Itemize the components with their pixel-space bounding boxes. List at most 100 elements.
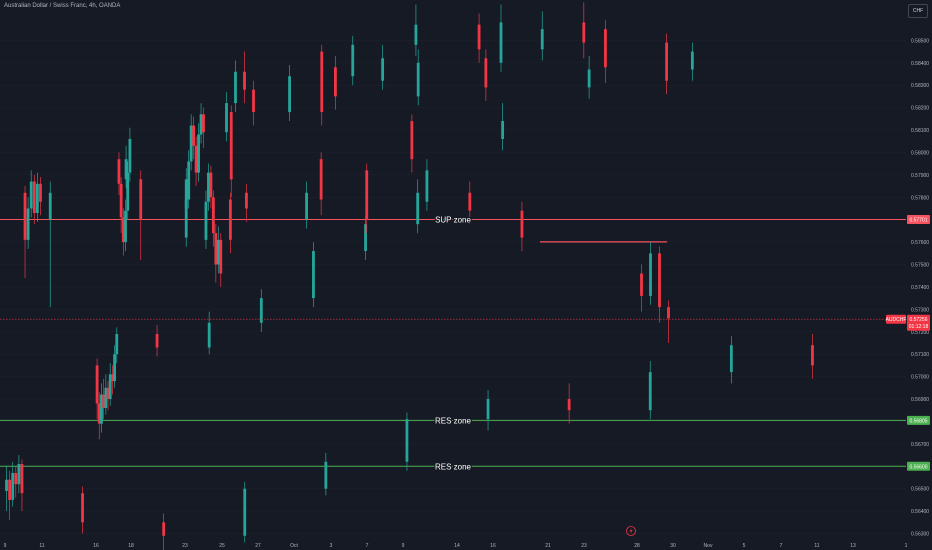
price-tag <box>907 214 930 224</box>
price-tick-label: 0.57600 <box>911 240 929 246</box>
candle-body <box>351 44 355 77</box>
candle-body <box>405 419 409 462</box>
currency-button[interactable]: CHF <box>908 4 928 18</box>
candle-body <box>39 183 42 202</box>
candle-body <box>207 172 210 202</box>
candle-body <box>811 345 814 366</box>
bar-countdown: 01:12:18 <box>909 324 929 330</box>
candle-body <box>104 387 108 408</box>
symbol-tag <box>886 314 906 324</box>
candle-body <box>100 394 103 424</box>
candle-body <box>381 58 385 81</box>
price-tick-label: 0.56700 <box>911 442 929 448</box>
candle-body <box>324 461 328 489</box>
time-tick-label: 16 <box>490 543 496 549</box>
candle-body <box>216 239 220 265</box>
time-tick-label: 3 <box>330 543 333 549</box>
price-tick-label: 0.57400 <box>911 285 929 291</box>
candle-body <box>32 181 36 213</box>
candle-body <box>108 374 112 400</box>
time-tick-label: 1 <box>905 543 908 549</box>
price-tick-label: 0.58300 <box>911 83 929 89</box>
candle-body <box>416 62 420 97</box>
candle-body <box>665 42 668 81</box>
candle-body <box>48 192 52 220</box>
price-tick-label: 0.56900 <box>911 397 929 403</box>
candle-body <box>410 121 414 160</box>
candle-body <box>124 210 127 243</box>
price-tick-label: 0.56500 <box>911 487 929 493</box>
current-price-value: 0.57256 <box>909 317 927 323</box>
candle-body <box>17 464 21 485</box>
current-price-tag <box>907 314 930 331</box>
res-zone-label: RES zone <box>435 416 472 425</box>
candle-body <box>115 334 119 355</box>
candle-body <box>29 181 33 209</box>
candle-body <box>228 199 232 240</box>
symbol-title: Australian Dollar / Swiss Franc, 4h, OAN… <box>4 3 121 9</box>
candle-body <box>499 22 503 63</box>
candle-body <box>567 399 571 411</box>
candle-body <box>14 472 18 485</box>
time-tick-label: 11 <box>39 543 44 549</box>
candle-body <box>126 172 130 211</box>
candle-body <box>729 345 733 373</box>
candle-body <box>414 24 418 45</box>
candles <box>5 2 814 550</box>
candle-body <box>204 201 208 240</box>
time-tick-label: 25 <box>219 543 225 549</box>
candle-body <box>540 29 544 50</box>
candle-body <box>477 24 481 50</box>
candle-body <box>229 112 233 180</box>
price-tick-label: 0.58000 <box>911 150 929 156</box>
candle-body <box>81 493 84 523</box>
candle-body <box>243 71 246 90</box>
candle-body <box>189 125 193 162</box>
candle-body <box>214 233 218 265</box>
candle-body <box>259 298 263 323</box>
candle-body <box>365 170 369 220</box>
price-tick-label: 0.57500 <box>911 263 929 269</box>
candle-body <box>211 197 215 234</box>
candle-body <box>20 464 24 494</box>
candle-body <box>102 394 106 408</box>
time-axis[interactable]: 9 11 16 18 23 25 27 Oct 3 7 9 14 16 21 23 28 30 Nov 5 7 11 13… <box>4 543 908 549</box>
price-tag-label: 0.56600 <box>909 464 927 470</box>
price-tick-label: 0.57000 <box>911 375 929 381</box>
candle-body <box>121 217 125 243</box>
candle-body <box>124 159 128 180</box>
candle-body <box>184 179 188 209</box>
price-tag <box>907 461 930 471</box>
candle-body <box>194 145 198 173</box>
candle-body <box>35 183 39 213</box>
candle-body <box>582 22 586 43</box>
price-tick-label: 0.58100 <box>911 128 929 134</box>
candle-body <box>252 89 255 113</box>
time-tick-label: 16 <box>93 543 99 549</box>
price-tick-label: 0.58400 <box>911 61 929 67</box>
time-tick-label: 5 <box>743 543 746 549</box>
candle-body <box>520 210 524 238</box>
candle-body <box>11 472 15 500</box>
candle-body <box>690 51 694 70</box>
candle-body <box>648 372 652 411</box>
candle-body <box>320 51 324 113</box>
time-tick-label: 14 <box>454 543 460 549</box>
time-tick-label: 21 <box>545 543 551 549</box>
candle-body <box>187 161 191 200</box>
candle-body <box>312 251 315 299</box>
lightning-icon[interactable] <box>626 526 636 536</box>
candle-body <box>155 334 159 348</box>
candle-body <box>305 192 308 220</box>
time-tick-label: 18 <box>128 543 134 549</box>
time-tick-label: 7 <box>366 543 369 549</box>
time-tick-label: 7 <box>780 543 783 549</box>
candle-body <box>501 121 505 139</box>
price-tick-label: 0.57300 <box>911 307 929 313</box>
sup-zone-label: SUP zone <box>435 215 471 224</box>
candle-body <box>119 183 123 218</box>
time-tick-label: Oct <box>290 543 298 549</box>
level-lines <box>0 218 906 467</box>
candle-body <box>162 522 166 536</box>
